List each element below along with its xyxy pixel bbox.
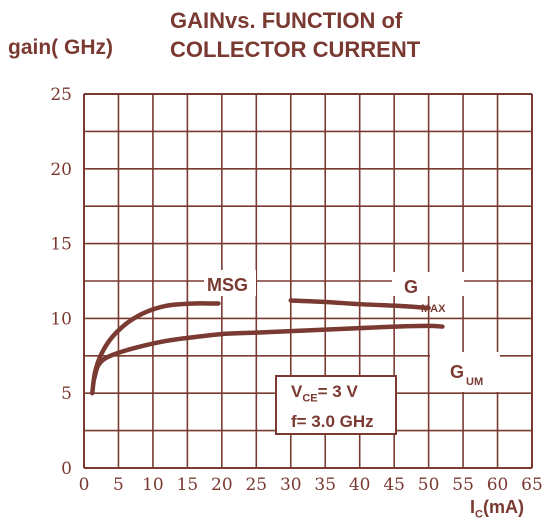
x-axis-label-main: I (470, 497, 476, 517)
y-axis-label: gain( GHz) (8, 36, 113, 59)
msg-label: MSG (207, 275, 248, 295)
x-tick-label: 45 (383, 475, 405, 495)
x-tick-label: 35 (314, 475, 336, 495)
x-tick-label: 10 (142, 475, 164, 495)
x-tick-label: 60 (487, 475, 509, 495)
x-tick-label: 30 (280, 475, 302, 495)
msg-curve (90, 301, 221, 396)
gmax-label-main: G (404, 277, 418, 297)
freq-condition: f= 3.0 GHz (291, 412, 374, 432)
gum-label-bg (430, 352, 500, 392)
x-tick-label: 65 (521, 475, 543, 495)
vce-subscript: CE (302, 392, 318, 405)
y-tick-label: 15 (50, 235, 72, 255)
y-tick-label: 0 (61, 459, 72, 479)
x-tick-label: 50 (418, 475, 440, 495)
y-tick-label: 10 (50, 309, 72, 329)
gum-label-main: G (450, 362, 464, 382)
vce-condition: VCE= 3 V (291, 380, 395, 410)
gmax-curve (288, 298, 431, 311)
y-tick-label: 5 (61, 384, 72, 404)
x-tick-label: 25 (245, 475, 267, 495)
chart-title-line-1: GAINvs. FUNCTION of (170, 8, 403, 33)
gum-label-sub: UM (466, 376, 483, 388)
x-axis-label-sub: C (475, 508, 483, 521)
msg-label-bg (204, 270, 256, 296)
tick-labels: 0 5 10 15 20 25 30 35 40 45 50 55 60 65 0 5 10 15 20 25 (50, 85, 542, 495)
x-tick-label: 0 (79, 475, 90, 495)
x-tick-label: 40 (349, 475, 371, 495)
x-axis-label: IC(mA) (470, 497, 524, 521)
x-tick-label: 55 (452, 475, 474, 495)
grid (83, 93, 533, 469)
x-tick-label: 15 (177, 475, 199, 495)
conditions-box: VCE= 3 V f= 3.0 GHz (275, 375, 397, 435)
y-tick-label: 20 (50, 160, 72, 180)
series-lines (90, 298, 445, 396)
chart-title: GAINvs. FUNCTION of COLLECTOR CURRENT (170, 6, 420, 64)
x-axis-label-unit: (mA) (482, 497, 524, 517)
x-tick-label: 20 (211, 475, 233, 495)
gmax-label-sub: MAX (421, 303, 446, 315)
x-tick-label: 5 (113, 475, 124, 495)
chart-title-line-2: COLLECTOR CURRENT (170, 37, 421, 62)
gum-curve (92, 323, 445, 381)
vce-symbol: V (291, 382, 303, 401)
gmax-label-bg (392, 272, 464, 296)
y-tick-label: 25 (50, 85, 72, 105)
vce-value: = 3 V (317, 382, 358, 401)
